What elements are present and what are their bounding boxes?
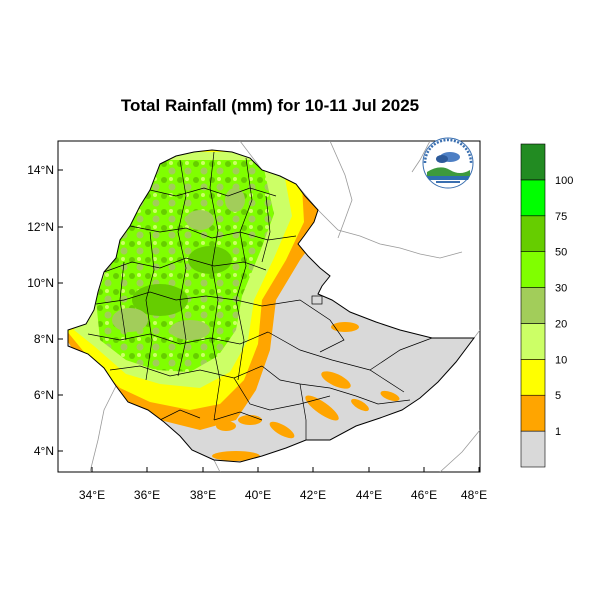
lat-tick-label: 4°N (34, 444, 54, 458)
legend-swatch (520, 143, 546, 181)
legend-colorbar: 1 5 10 20 30 50 75 100 (520, 143, 573, 468)
lat-tick-labels: 14°N 12°N 10°N 8°N 6°N 4°N (27, 163, 54, 458)
lat-tick-label: 14°N (27, 163, 54, 177)
legend-label: 10 (555, 354, 567, 366)
zone-boundaries (87, 151, 433, 440)
lon-tick-label: 48°E (461, 488, 487, 502)
lat-tick-label: 8°N (34, 332, 54, 346)
legend-swatch (520, 287, 546, 324)
legend-swatch (520, 323, 546, 360)
lon-tick-label: 36°E (134, 488, 160, 502)
legend-swatch (520, 179, 546, 217)
lon-tick-label: 40°E (245, 488, 271, 502)
lon-tick-label: 46°E (411, 488, 437, 502)
lat-tick-label: 10°N (27, 276, 54, 290)
legend-label: 50 (555, 247, 567, 259)
lon-tick-label: 42°E (300, 488, 326, 502)
legend-label: 1 (555, 426, 561, 438)
legend-label: 5 (555, 390, 561, 402)
lon-tick-labels: 34°E 36°E 38°E 40°E 42°E 44°E 46°E 48°E (79, 488, 487, 502)
legend-label: 75 (555, 211, 567, 223)
lon-axis (91, 467, 480, 472)
lat-tick-label: 6°N (34, 388, 54, 402)
legend-swatch (520, 394, 546, 432)
legend-swatch (520, 215, 546, 252)
legend-label: 20 (555, 318, 567, 330)
lon-tick-label: 38°E (190, 488, 216, 502)
legend-label: 100 (555, 175, 573, 187)
lat-tick-label: 12°N (27, 220, 54, 234)
legend-swatch (520, 359, 546, 396)
lon-tick-label: 34°E (79, 488, 105, 502)
legend-label: 30 (555, 283, 567, 295)
legend-swatch (520, 430, 546, 468)
map-title: Total Rainfall (mm) for 10-11 Jul 2025 (120, 96, 420, 115)
institute-logo (422, 137, 474, 189)
lon-tick-label: 44°E (356, 488, 382, 502)
country-border (67, 149, 475, 463)
legend-swatch (520, 251, 546, 288)
lat-axis (58, 169, 63, 452)
